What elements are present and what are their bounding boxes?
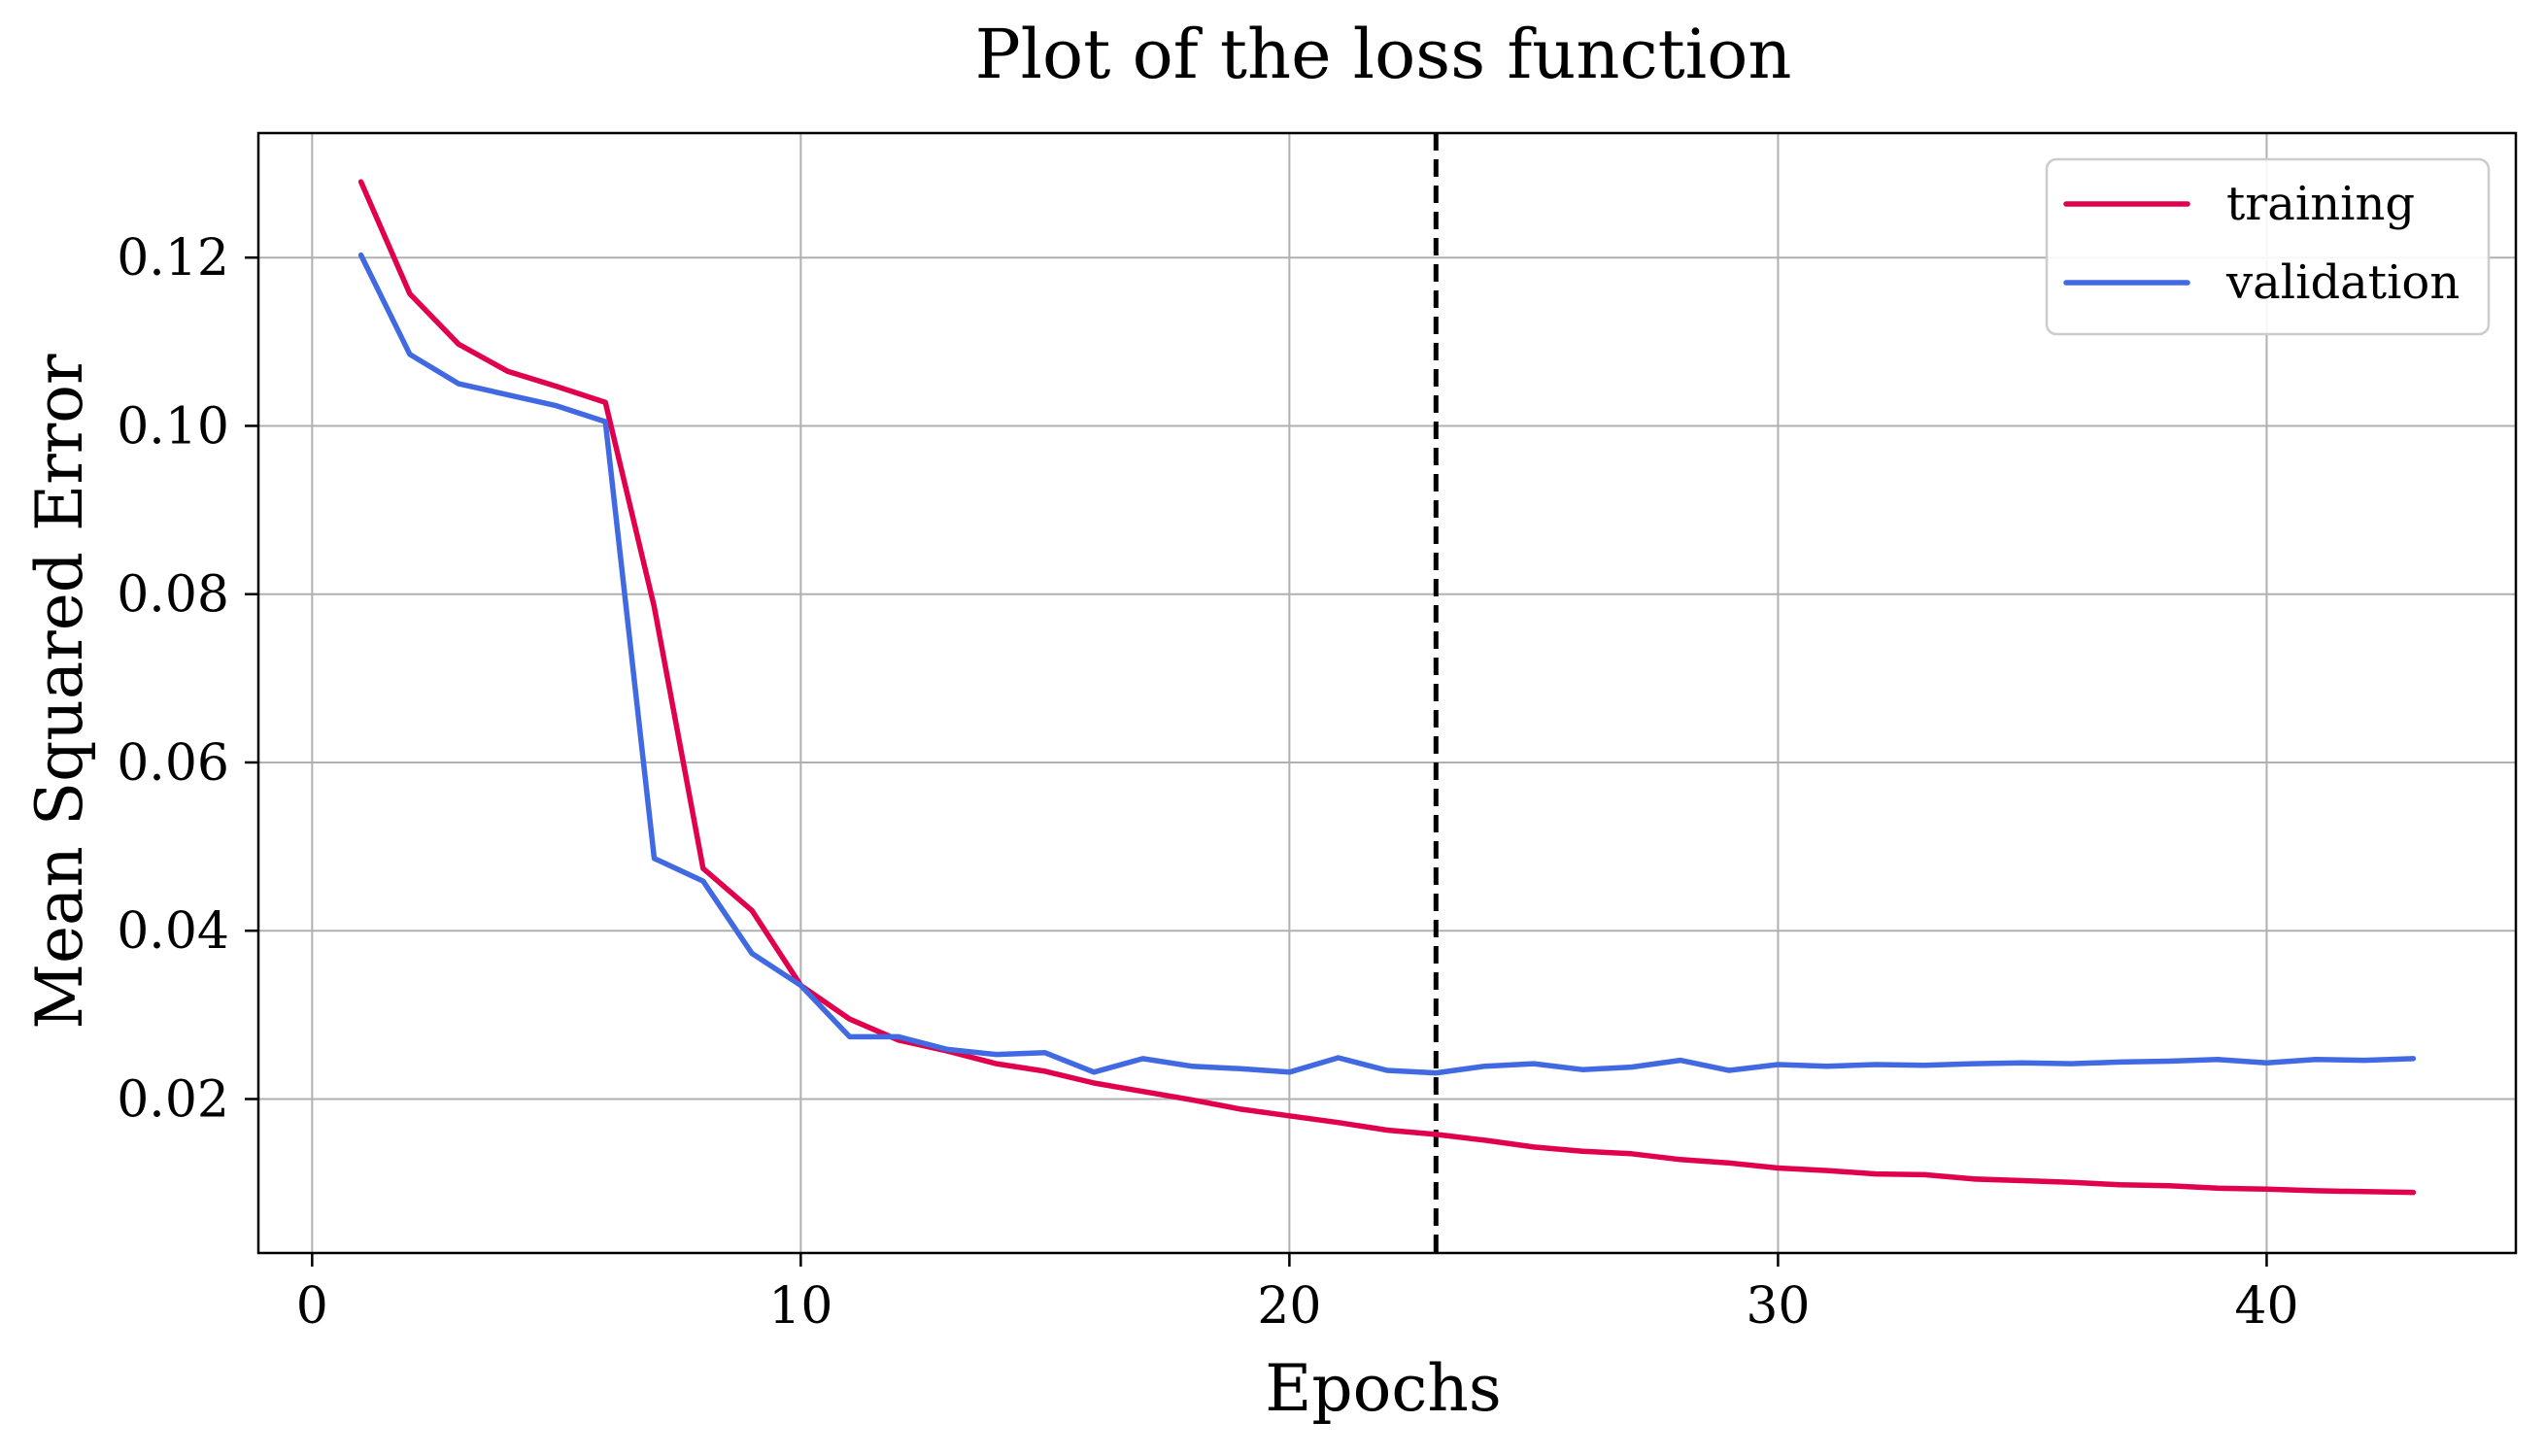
x-tick-label: 40 bbox=[2234, 1277, 2298, 1336]
y-tick-label: 0.04 bbox=[117, 902, 229, 961]
y-axis-label: Mean Squared Error bbox=[22, 354, 97, 1030]
y-tick-label: 0.12 bbox=[117, 229, 229, 288]
plot-frame bbox=[256, 131, 2518, 1255]
x-axis-label: Epochs bbox=[1265, 1351, 1502, 1426]
legend-training-label: training bbox=[2226, 177, 2415, 231]
y-tick-label: 0.06 bbox=[117, 734, 229, 793]
ticks: 0 10 20 30 40 0.02 0.04 0.06 0.08 0.10 0.12 bbox=[117, 229, 2298, 1336]
y-tick-label: 0.08 bbox=[117, 566, 229, 625]
legend: training validation bbox=[2045, 157, 2491, 336]
series-line-validation bbox=[357, 252, 2417, 1076]
y-tick-label: 0.02 bbox=[117, 1070, 229, 1129]
x-tick-label: 30 bbox=[1746, 1277, 1810, 1336]
series-layer bbox=[357, 179, 2417, 1196]
x-tick-label: 0 bbox=[296, 1277, 328, 1336]
x-tick-label: 20 bbox=[1257, 1277, 1321, 1336]
chart-title: Plot of the loss function bbox=[975, 15, 1792, 94]
legend-validation-label: validation bbox=[2225, 255, 2460, 310]
series-line-training bbox=[357, 179, 2417, 1196]
y-tick-label: 0.10 bbox=[117, 397, 229, 456]
x-tick-label: 10 bbox=[768, 1277, 832, 1336]
